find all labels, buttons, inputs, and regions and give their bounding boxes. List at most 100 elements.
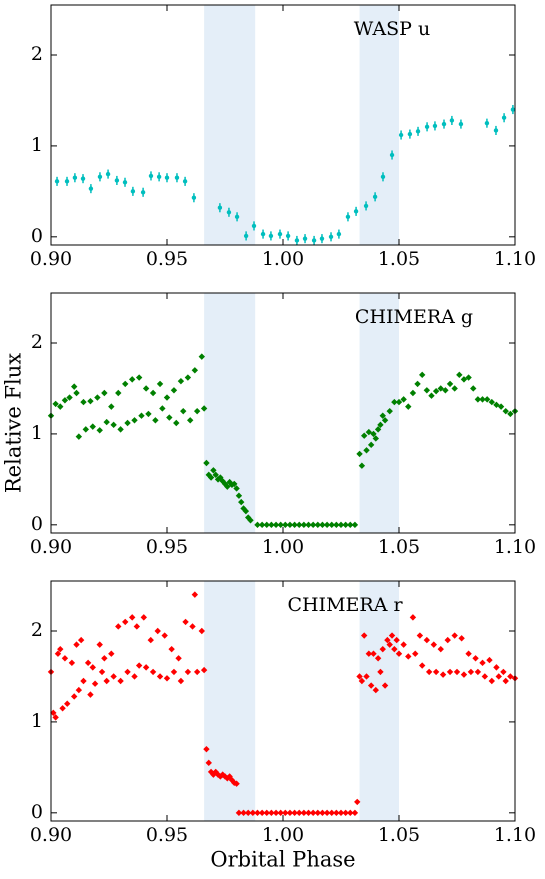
data-point (235, 809, 243, 817)
data-point (319, 521, 326, 529)
data-point (226, 773, 233, 780)
data-point (372, 686, 379, 694)
x-tick-label: 1.05 (378, 536, 420, 558)
data-point (437, 645, 444, 653)
data-point (481, 673, 489, 680)
data-point (73, 389, 80, 397)
data-point (291, 809, 298, 817)
data-point (57, 645, 64, 653)
data-point (386, 407, 393, 415)
data-point (361, 432, 368, 439)
data-point (103, 418, 110, 426)
data-point (347, 521, 354, 529)
data-point (272, 809, 280, 817)
data-point (363, 203, 369, 209)
data-point (245, 809, 252, 817)
data-point (168, 645, 175, 653)
data-point (414, 380, 421, 388)
data-point (302, 236, 308, 241)
data-point (398, 132, 404, 138)
data-point (474, 396, 482, 403)
data-point (428, 392, 435, 399)
data-point (484, 120, 490, 126)
data-point (154, 627, 161, 635)
data-point (87, 397, 94, 405)
data-point (224, 483, 231, 490)
data-point (342, 521, 349, 529)
data-point (238, 498, 245, 506)
data-point (367, 441, 375, 449)
x-tick-label: 1.00 (262, 248, 304, 270)
data-point (493, 128, 499, 133)
data-point (345, 214, 351, 220)
shaded-span (359, 581, 399, 821)
data-point (277, 231, 283, 237)
data-point (198, 627, 205, 635)
data-point (203, 459, 210, 467)
data-point (77, 636, 85, 644)
data-point (263, 809, 270, 817)
data-point (52, 714, 59, 721)
data-point (191, 591, 199, 598)
data-point (52, 400, 59, 408)
data-point (319, 236, 325, 241)
data-point (103, 677, 110, 685)
data-point (242, 507, 250, 515)
y-tick-label: 1 (31, 710, 43, 732)
data-point (122, 618, 129, 626)
data-point (189, 623, 196, 630)
data-point (200, 666, 208, 674)
data-point (82, 426, 89, 433)
data-point (97, 174, 103, 180)
y-tick-label: 2 (31, 619, 43, 641)
plot-frame (50, 4, 516, 246)
panel-annotation: CHIMERA r (287, 594, 403, 616)
y-tick-label: 2 (31, 331, 43, 353)
data-point (110, 421, 117, 429)
data-point (507, 673, 514, 680)
data-point (156, 380, 164, 388)
data-point (124, 419, 131, 427)
data-point (110, 673, 117, 680)
data-point (486, 656, 493, 664)
data-point (419, 371, 426, 379)
data-point (94, 394, 101, 401)
data-point (430, 641, 437, 648)
data-point (115, 623, 122, 630)
x-tick-label: 1.00 (262, 536, 304, 558)
data-point (374, 655, 382, 662)
data-point (479, 659, 486, 667)
data-point (488, 398, 495, 406)
x-tick-label: 0.95 (146, 248, 188, 270)
data-point (393, 636, 400, 644)
y-tick-label: 1 (31, 422, 43, 444)
data-point (135, 662, 143, 669)
data-point (395, 398, 403, 406)
data-point (221, 773, 229, 780)
data-point (423, 636, 431, 644)
x-tick-label: 0.90 (30, 536, 72, 558)
x-tick-label: 1.10 (494, 248, 536, 270)
data-point (333, 521, 340, 529)
data-point (131, 673, 138, 680)
data-point (210, 467, 217, 474)
data-point (458, 635, 465, 642)
data-point (333, 809, 340, 817)
x-tick-label: 0.95 (146, 536, 188, 558)
data-point (370, 650, 377, 657)
data-point (212, 471, 219, 479)
data-point (282, 521, 289, 529)
data-point (263, 521, 270, 529)
x-tick-label: 1.10 (494, 824, 536, 846)
data-point (423, 387, 431, 394)
data-point (61, 655, 69, 662)
data-point (305, 809, 312, 817)
data-point (191, 195, 197, 200)
data-point (193, 407, 201, 415)
data-point (251, 223, 257, 229)
data-point (386, 641, 393, 648)
data-point (149, 668, 157, 676)
data-point (217, 773, 224, 780)
data-point (147, 636, 154, 644)
data-point (175, 655, 182, 662)
